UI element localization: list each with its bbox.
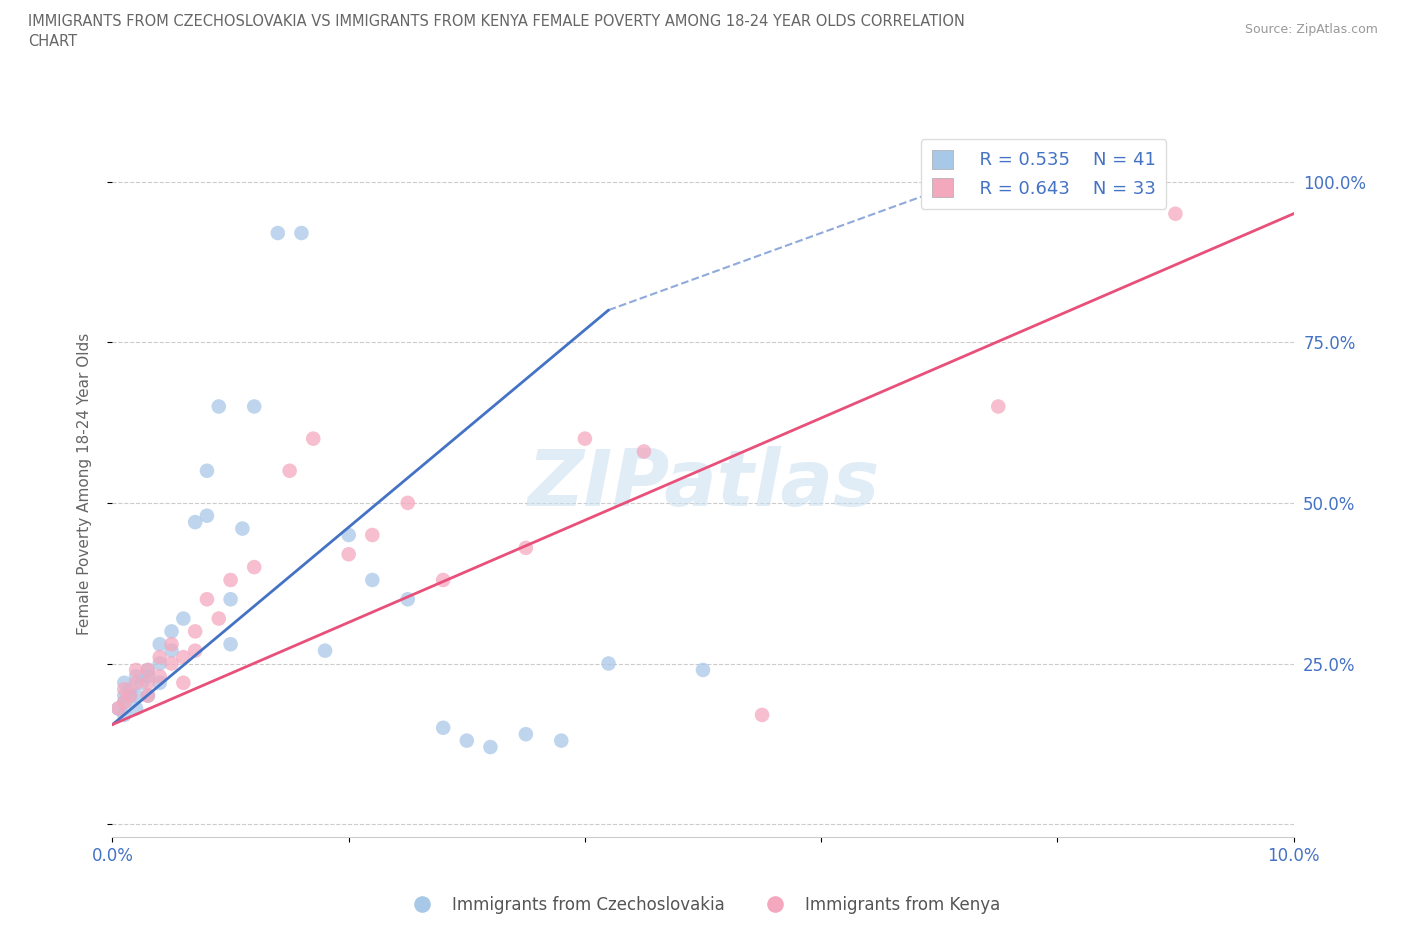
- Point: [302, 432, 325, 446]
- Point: [172, 650, 194, 665]
- Point: [107, 701, 129, 716]
- Point: [136, 688, 159, 703]
- Point: [479, 739, 502, 754]
- Point: [125, 701, 148, 716]
- Point: [184, 624, 207, 639]
- Point: [149, 669, 172, 684]
- Point: [432, 573, 454, 588]
- Point: [195, 463, 218, 478]
- Point: [120, 682, 142, 697]
- Point: [120, 688, 142, 703]
- Point: [149, 675, 172, 690]
- Point: [290, 226, 312, 241]
- Point: [208, 611, 231, 626]
- Point: [149, 637, 172, 652]
- Point: [361, 527, 384, 542]
- Point: [120, 688, 142, 703]
- Point: [219, 573, 242, 588]
- Point: [243, 399, 266, 414]
- Point: [125, 675, 148, 690]
- Point: [136, 669, 159, 684]
- Point: [751, 708, 773, 723]
- Point: [172, 611, 194, 626]
- Point: [337, 527, 360, 542]
- Point: [160, 624, 183, 639]
- Point: [314, 644, 336, 658]
- Point: [574, 432, 596, 446]
- Point: [598, 656, 620, 671]
- Point: [337, 547, 360, 562]
- Y-axis label: Female Poverty Among 18-24 Year Olds: Female Poverty Among 18-24 Year Olds: [77, 333, 91, 635]
- Point: [112, 682, 135, 697]
- Point: [278, 463, 301, 478]
- Point: [361, 573, 384, 588]
- Text: CHART: CHART: [28, 34, 77, 49]
- Point: [112, 695, 135, 710]
- Point: [136, 662, 159, 677]
- Point: [125, 688, 148, 703]
- Point: [550, 733, 572, 748]
- Point: [149, 650, 172, 665]
- Point: [125, 669, 148, 684]
- Point: [195, 509, 218, 524]
- Point: [160, 656, 183, 671]
- Point: [172, 675, 194, 690]
- Point: [160, 644, 183, 658]
- Point: [432, 721, 454, 736]
- Point: [107, 701, 129, 716]
- Point: [208, 399, 231, 414]
- Point: [184, 644, 207, 658]
- Point: [125, 662, 148, 677]
- Point: [112, 688, 135, 703]
- Point: [396, 496, 419, 511]
- Point: [456, 733, 478, 748]
- Point: [987, 399, 1010, 414]
- Point: [231, 521, 253, 536]
- Point: [184, 514, 207, 529]
- Point: [136, 688, 159, 703]
- Point: [136, 662, 159, 677]
- Point: [195, 591, 218, 606]
- Point: [149, 656, 172, 671]
- Legend: Immigrants from Czechoslovakia, Immigrants from Kenya: Immigrants from Czechoslovakia, Immigran…: [399, 889, 1007, 921]
- Text: ZIPatlas: ZIPatlas: [527, 445, 879, 522]
- Point: [267, 226, 290, 241]
- Point: [112, 708, 135, 723]
- Text: Source: ZipAtlas.com: Source: ZipAtlas.com: [1244, 23, 1378, 36]
- Point: [243, 560, 266, 575]
- Point: [219, 591, 242, 606]
- Point: [633, 444, 655, 458]
- Point: [136, 675, 159, 690]
- Point: [112, 695, 135, 710]
- Point: [515, 726, 537, 741]
- Point: [396, 591, 419, 606]
- Point: [692, 662, 714, 677]
- Point: [131, 675, 153, 690]
- Point: [112, 675, 135, 690]
- Point: [219, 637, 242, 652]
- Point: [160, 637, 183, 652]
- Text: IMMIGRANTS FROM CZECHOSLOVAKIA VS IMMIGRANTS FROM KENYA FEMALE POVERTY AMONG 18-: IMMIGRANTS FROM CZECHOSLOVAKIA VS IMMIGR…: [28, 14, 965, 29]
- Point: [1164, 206, 1187, 221]
- Point: [515, 540, 537, 555]
